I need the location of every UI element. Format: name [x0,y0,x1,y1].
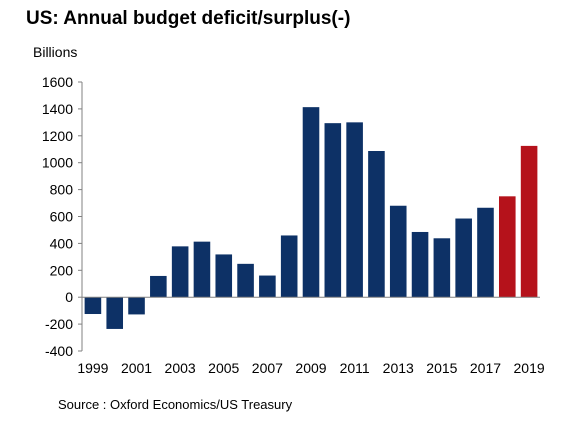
bars-layer [84,107,538,329]
x-tick-label-1999: 1999 [77,360,108,376]
x-tick-label-2011: 2011 [340,360,370,376]
x-tick-label-2017: 2017 [470,360,501,376]
bar-2003 [171,246,189,298]
y-tick-label-1200: 1200 [42,128,73,144]
y-axis-unit-label: Billions [33,44,78,60]
source-note: Source : Oxford Economics/US Treasury [58,397,293,412]
y-tick-labels: -400 -200 0 200 400 600 800 1000 1200 1400 1600 [42,74,73,359]
y-tick-label-800: 800 [50,182,74,198]
x-tick-label-2015: 2015 [426,360,457,376]
bar-2016 [455,218,472,298]
bar-2013 [389,205,407,298]
bar-2012 [368,151,385,298]
x-tick-label-2013: 2013 [383,360,414,376]
y-tick-label-1400: 1400 [42,101,73,117]
bar-1999 [84,297,102,315]
bar-2007 [259,275,276,298]
y-tick-label-200: 200 [50,262,74,278]
bar-2004 [193,241,211,298]
bar-2019 [520,145,538,298]
bar-2009 [302,107,320,298]
bar-2005 [215,254,233,298]
bar-2018 [499,196,516,298]
bar-2014 [411,231,429,298]
y-tick-label--400: -400 [45,343,73,359]
axes-layer [78,81,540,352]
x-tick-label-2005: 2005 [208,360,239,376]
x-tick-label-2001: 2001 [121,360,152,376]
x-tick-label-2009: 2009 [295,360,326,376]
y-tick-label-400: 400 [50,235,74,251]
bar-2000 [106,297,124,329]
y-tick-label-1600: 1600 [42,74,73,90]
bar-2006 [237,263,254,298]
bar-2001 [128,297,145,315]
bar-2002 [150,275,167,298]
y-tick-label-600: 600 [50,209,74,225]
bar-2008 [280,235,298,298]
y-tick-label-1000: 1000 [42,155,73,171]
x-tick-label-2019: 2019 [514,360,545,376]
chart-title: US: Annual budget deficit/surplus(-) [26,8,351,29]
bar-2010 [324,123,342,298]
y-tick-label--200: -200 [45,316,73,332]
x-tick-label-2003: 2003 [165,360,196,376]
x-tick-label-2007: 2007 [252,360,283,376]
y-tick-label-0: 0 [65,289,73,305]
bar-2015 [433,238,451,298]
bar-2011 [346,122,363,298]
bar-2017 [477,207,494,298]
x-tick-labels: 1999 2001 2003 2005 2007 2009 2011 2013 2015 2017… [77,360,545,376]
